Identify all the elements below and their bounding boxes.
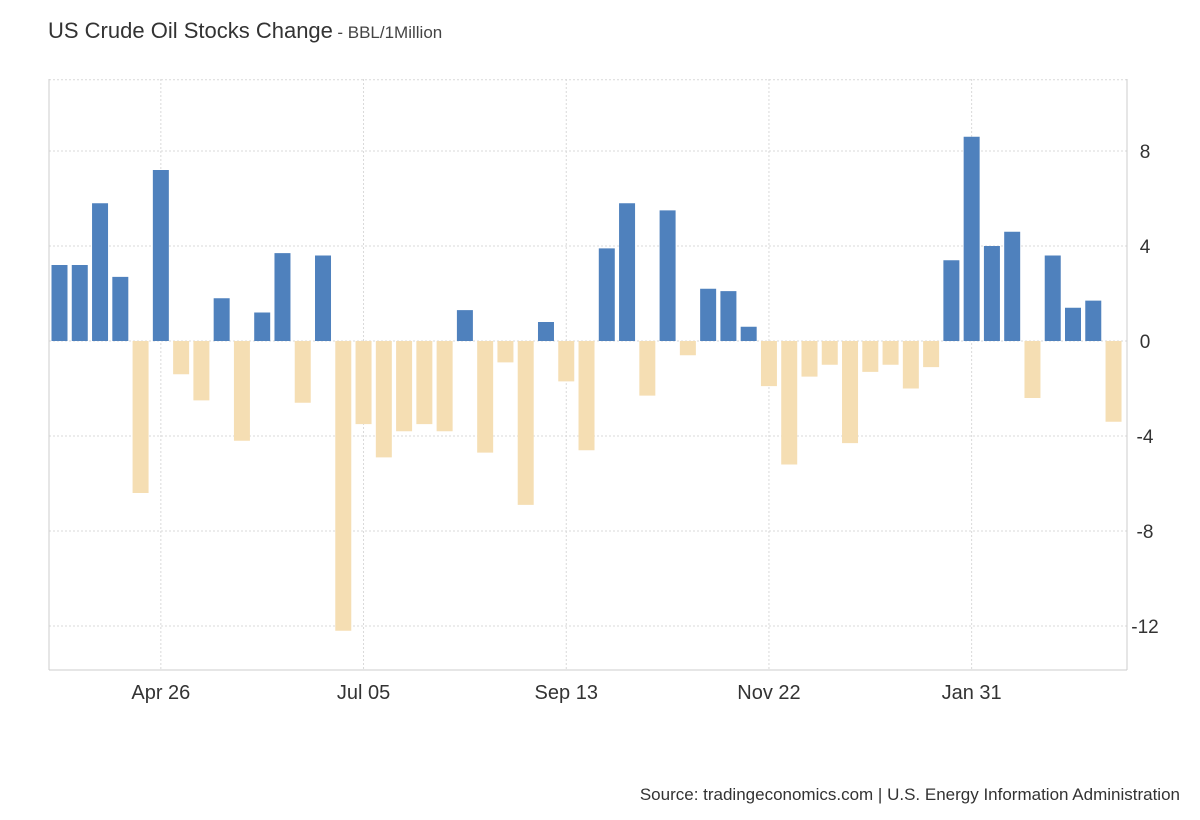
bar <box>132 341 149 493</box>
bar <box>456 310 473 341</box>
bar <box>679 341 696 356</box>
chart-title: US Crude Oil Stocks Change <box>48 18 333 43</box>
bar <box>254 312 271 341</box>
x-tick-label: Sep 13 <box>535 682 598 704</box>
bar <box>51 265 68 341</box>
chart-header: US Crude Oil Stocks Change - BBL/1Millio… <box>48 18 442 44</box>
bar <box>1044 255 1061 341</box>
bar <box>71 265 88 341</box>
bar <box>923 341 940 368</box>
bar <box>517 341 534 505</box>
bar <box>1024 341 1041 398</box>
y-tick-label: -4 <box>1137 427 1154 448</box>
bar <box>213 298 230 341</box>
bar <box>619 203 636 341</box>
y-tick-label: 8 <box>1140 142 1151 163</box>
bar <box>659 210 676 341</box>
bar <box>193 341 210 401</box>
bar <box>416 341 433 425</box>
y-tick-label: 0 <box>1140 332 1151 353</box>
bar <box>1085 300 1102 341</box>
bar <box>760 341 777 387</box>
bar <box>1065 307 1081 341</box>
bar <box>294 341 311 403</box>
bar <box>821 341 838 365</box>
bar <box>558 341 575 382</box>
bar <box>396 341 413 432</box>
bar <box>1004 231 1021 341</box>
bar <box>375 341 392 458</box>
bar <box>720 291 737 341</box>
x-tick-label: Apr 26 <box>131 682 190 704</box>
bar <box>882 341 899 365</box>
bar <box>92 203 109 341</box>
bar <box>355 341 372 425</box>
bar <box>740 326 757 341</box>
bar <box>598 248 615 341</box>
bar <box>112 276 129 341</box>
bar <box>173 341 190 375</box>
x-tick-label: Jan 31 <box>942 682 1002 704</box>
x-tick-label: Nov 22 <box>737 682 800 704</box>
bar <box>436 341 453 432</box>
bar <box>639 341 656 396</box>
y-tick-label: 4 <box>1140 237 1151 258</box>
y-tick-label: -12 <box>1131 617 1158 638</box>
bar <box>152 170 169 341</box>
bar <box>801 341 818 377</box>
x-tick-label: Jul 05 <box>337 682 390 704</box>
bar <box>862 341 879 372</box>
bar <box>963 136 980 341</box>
source-note: Source: tradingeconomics.com | U.S. Ener… <box>639 785 1180 804</box>
bar <box>902 341 919 389</box>
bar <box>983 246 1000 341</box>
bar <box>1105 341 1122 422</box>
bar <box>274 253 291 341</box>
bar <box>781 341 798 465</box>
bar <box>335 341 352 631</box>
y-tick-label: -8 <box>1137 522 1154 543</box>
bar <box>537 322 554 341</box>
bar <box>497 341 514 363</box>
chart-subtitle: - BBL/1Million <box>337 23 443 42</box>
bar <box>315 255 332 341</box>
bar <box>578 341 595 451</box>
bar <box>943 260 960 341</box>
bar <box>842 341 859 444</box>
bar <box>477 341 494 453</box>
bar <box>233 341 250 441</box>
bar <box>700 288 717 341</box>
